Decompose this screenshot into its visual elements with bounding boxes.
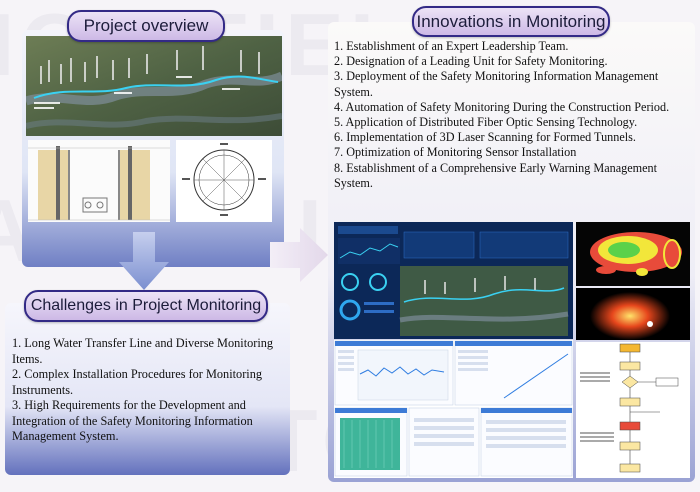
list-item: 3. Deployment of the Safety Monitoring I… <box>334 69 659 99</box>
list-item: 4. Automation of Safety Monitoring Durin… <box>334 99 670 114</box>
innovations-software-screenshots <box>334 340 573 478</box>
list-item: 3. High Requirements for the Development… <box>12 398 253 443</box>
innovations-dashboard-screenshot <box>334 222 573 339</box>
list-item: 8. Establishment of a Comprehensive Earl… <box>334 160 658 190</box>
list-item: 5. Application of Distributed Fiber Opti… <box>334 115 638 130</box>
list-item: 2. Complex Installation Procedures for M… <box>12 367 262 397</box>
overview-tunnel-ring-diagram <box>176 140 272 222</box>
overview-title: Project overview <box>67 10 225 42</box>
list-item: 2. Designation of a Leading Unit for Saf… <box>334 54 608 69</box>
list-item: 6. Implementation of 3D Laser Scanning f… <box>334 130 636 145</box>
list-item: 1. Establishment of an Expert Leadership… <box>334 39 569 53</box>
innovations-title: Innovations in Monitoring <box>412 6 610 37</box>
overview-satellite-map <box>26 36 282 136</box>
challenges-list: 1. Long Water Transfer Line and Diverse … <box>12 336 284 445</box>
challenges-title: Challenges in Project Monitoring <box>24 290 268 322</box>
list-item: 1. Long Water Transfer Line and Diverse … <box>12 336 274 366</box>
overview-section-drawing <box>28 140 170 222</box>
innovations-3d-scan-image <box>576 222 690 286</box>
right-arrow-icon <box>270 228 328 282</box>
innovations-warning-flowchart <box>576 342 690 478</box>
challenges-panel <box>5 303 290 475</box>
innovations-list: 1. Establishment of an Expert Leadership… <box>334 39 692 191</box>
innovations-fiber-optic-image <box>576 288 690 340</box>
down-arrow-icon <box>119 232 169 290</box>
list-item: 7. Optimization of Monitoring Sensor Ins… <box>334 145 577 160</box>
